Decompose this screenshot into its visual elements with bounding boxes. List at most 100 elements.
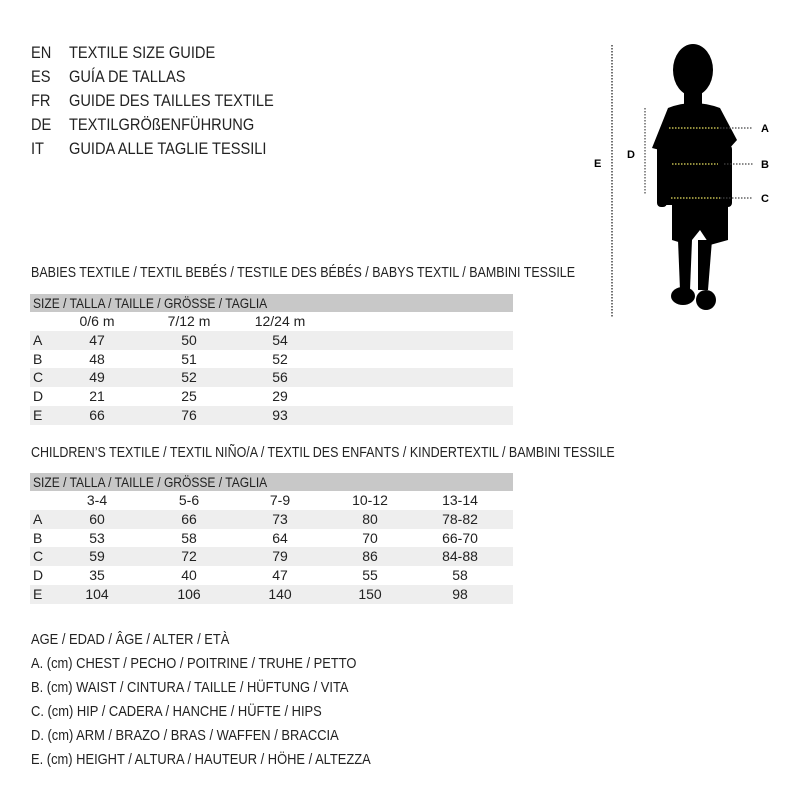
label-a: A <box>761 123 769 135</box>
legend-text: B. (cm) WAIST / CINTURA / TAILLE / HÜFTU… <box>31 679 349 696</box>
legend-item: D. (cm) ARM / BRAZO / BRAS / WAFFEN / BR… <box>31 727 389 744</box>
children-size-table: SIZE / TALLA / TAILLE / GRÖSSE / TAGLIA 3… <box>30 473 513 604</box>
table-row: B 53 58 64 70 66-70 <box>30 529 513 548</box>
table-row: A 47 50 54 <box>30 330 513 350</box>
language-code: ES <box>31 67 51 86</box>
column-header: 7-9 <box>269 492 291 508</box>
table-row: C 49 52 56 <box>30 368 513 388</box>
legend-text: AGE / EDAD / ÂGE / ALTER / ETÀ <box>31 631 230 648</box>
babies-size-table: SIZE / TALLA / TAILLE / GRÖSSE / TAGLIA 0… <box>30 294 513 425</box>
table-cell: 66 <box>181 510 197 527</box>
row-label: C <box>33 548 44 565</box>
silhouette <box>652 44 737 310</box>
legend-text: C. (cm) HIP / CADERA / HANCHE / HÜFTE / … <box>31 703 322 720</box>
table-cell: 48 <box>89 350 105 367</box>
table-row: E 66 76 93 <box>30 405 513 425</box>
table-cell: 73 <box>272 510 288 527</box>
table-cell: 76 <box>181 406 197 423</box>
label-b: B <box>761 159 769 171</box>
legend-text: E. (cm) HEIGHT / ALTURA / HAUTEUR / HÖHE… <box>31 751 371 768</box>
column-header: 3-4 <box>86 492 108 508</box>
table-cell: 56 <box>272 369 288 386</box>
language-title-text: GUÍA DE TALLAS <box>69 67 186 86</box>
table-row: D 35 40 47 55 58 <box>30 566 513 585</box>
table-row: D 21 25 29 <box>30 387 513 406</box>
table-cell: 59 <box>89 548 105 565</box>
table-cell: 58 <box>452 567 468 584</box>
table-cell: 106 <box>177 585 201 602</box>
table-cell: 140 <box>268 585 292 602</box>
table-cell: 64 <box>272 529 288 546</box>
child-silhouette-figure: E D A B C <box>594 44 769 318</box>
row-label: B <box>33 350 43 367</box>
table-cell: 79 <box>272 548 288 565</box>
row-label: E <box>33 585 43 602</box>
table-cell: 93 <box>272 406 288 423</box>
legend-text: D. (cm) ARM / BRAZO / BRAS / WAFFEN / BR… <box>31 727 339 744</box>
legend-item: C. (cm) HIP / CADERA / HANCHE / HÜFTE / … <box>31 703 369 720</box>
table-cell: 80 <box>362 510 378 527</box>
row-label: A <box>33 510 43 527</box>
column-header: 12/24 m <box>254 313 306 329</box>
table-cell: 50 <box>181 331 197 348</box>
table-cell: 104 <box>85 585 109 602</box>
table-row: A 60 66 73 80 78-82 <box>30 509 513 529</box>
table-cell: 49 <box>89 369 105 386</box>
column-header: 7/12 m <box>167 313 211 329</box>
table-cell: 55 <box>362 567 378 584</box>
table-cell: 54 <box>272 331 288 348</box>
table-cell: 66-70 <box>442 529 478 546</box>
table-cell: 58 <box>181 529 197 546</box>
table-header-label: SIZE / TALLA / TAILLE / GRÖSSE / TAGLIA <box>33 474 268 490</box>
table-cell: 51 <box>181 350 197 367</box>
legend-item: AGE / EDAD / ÂGE / ALTER / ETÀ <box>31 631 262 648</box>
table-cell: 98 <box>452 585 468 602</box>
column-header: 10-12 <box>352 492 388 508</box>
legend-item: B. (cm) WAIST / CINTURA / TAILLE / HÜFTU… <box>31 679 400 696</box>
column-header: 5-6 <box>178 492 200 508</box>
babies-section-title: BABIES TEXTILE / TEXTIL BEBÉS / TESTILE … <box>31 265 576 281</box>
table-row: B 48 51 52 <box>30 350 513 369</box>
legend-text: A. (cm) CHEST / PECHO / POITRINE / TRUHE… <box>31 655 357 672</box>
table-cell: 47 <box>89 331 105 348</box>
language-code: FR <box>31 91 51 110</box>
children-section-title: CHILDREN’S TEXTILE / TEXTIL NIÑO/A / TEX… <box>31 445 615 461</box>
language-title-text: TEXTILGRÖßENFÜHRUNG <box>69 115 255 134</box>
label-c: C <box>761 193 769 205</box>
table-cell: 150 <box>358 585 382 602</box>
column-header-row: 3-4 5-6 7-9 10-12 13-14 <box>30 491 513 510</box>
row-label: C <box>33 369 44 386</box>
label-d: D <box>627 149 635 161</box>
column-header: 0/6 m <box>79 313 115 329</box>
column-header-row: 0/6 m 7/12 m 12/24 m <box>30 312 513 331</box>
table-header-label: SIZE / TALLA / TAILLE / GRÖSSE / TAGLIA <box>33 295 268 311</box>
table-cell: 35 <box>89 567 105 584</box>
legend-item: E. (cm) HEIGHT / ALTURA / HAUTEUR / HÖHE… <box>31 751 426 768</box>
table-header: SIZE / TALLA / TAILLE / GRÖSSE / TAGLIA <box>30 294 513 312</box>
row-label: D <box>33 388 44 405</box>
table-cell: 70 <box>362 529 378 546</box>
table-cell: 21 <box>89 388 105 405</box>
column-header: 13-14 <box>442 492 478 508</box>
table-cell: 72 <box>181 548 197 565</box>
table-row: C 59 72 79 86 84-88 <box>30 547 513 567</box>
table-cell: 86 <box>362 548 378 565</box>
label-e: E <box>594 158 601 170</box>
table-cell: 60 <box>89 510 105 527</box>
table-cell: 29 <box>272 388 288 405</box>
legend-item: A. (cm) CHEST / PECHO / POITRINE / TRUHE… <box>31 655 409 672</box>
language-code: DE <box>31 115 52 134</box>
language-code: IT <box>31 139 44 158</box>
row-label: A <box>33 331 43 348</box>
table-cell: 47 <box>272 567 288 584</box>
table-cell: 52 <box>181 369 197 386</box>
table-cell: 84-88 <box>442 548 478 565</box>
table-cell: 52 <box>272 350 288 367</box>
row-label: E <box>33 406 43 423</box>
language-code: EN <box>31 43 52 62</box>
table-cell: 25 <box>181 388 197 405</box>
table-cell: 40 <box>181 567 197 584</box>
table-header: SIZE / TALLA / TAILLE / GRÖSSE / TAGLIA <box>30 473 513 491</box>
table-cell: 53 <box>89 529 105 546</box>
